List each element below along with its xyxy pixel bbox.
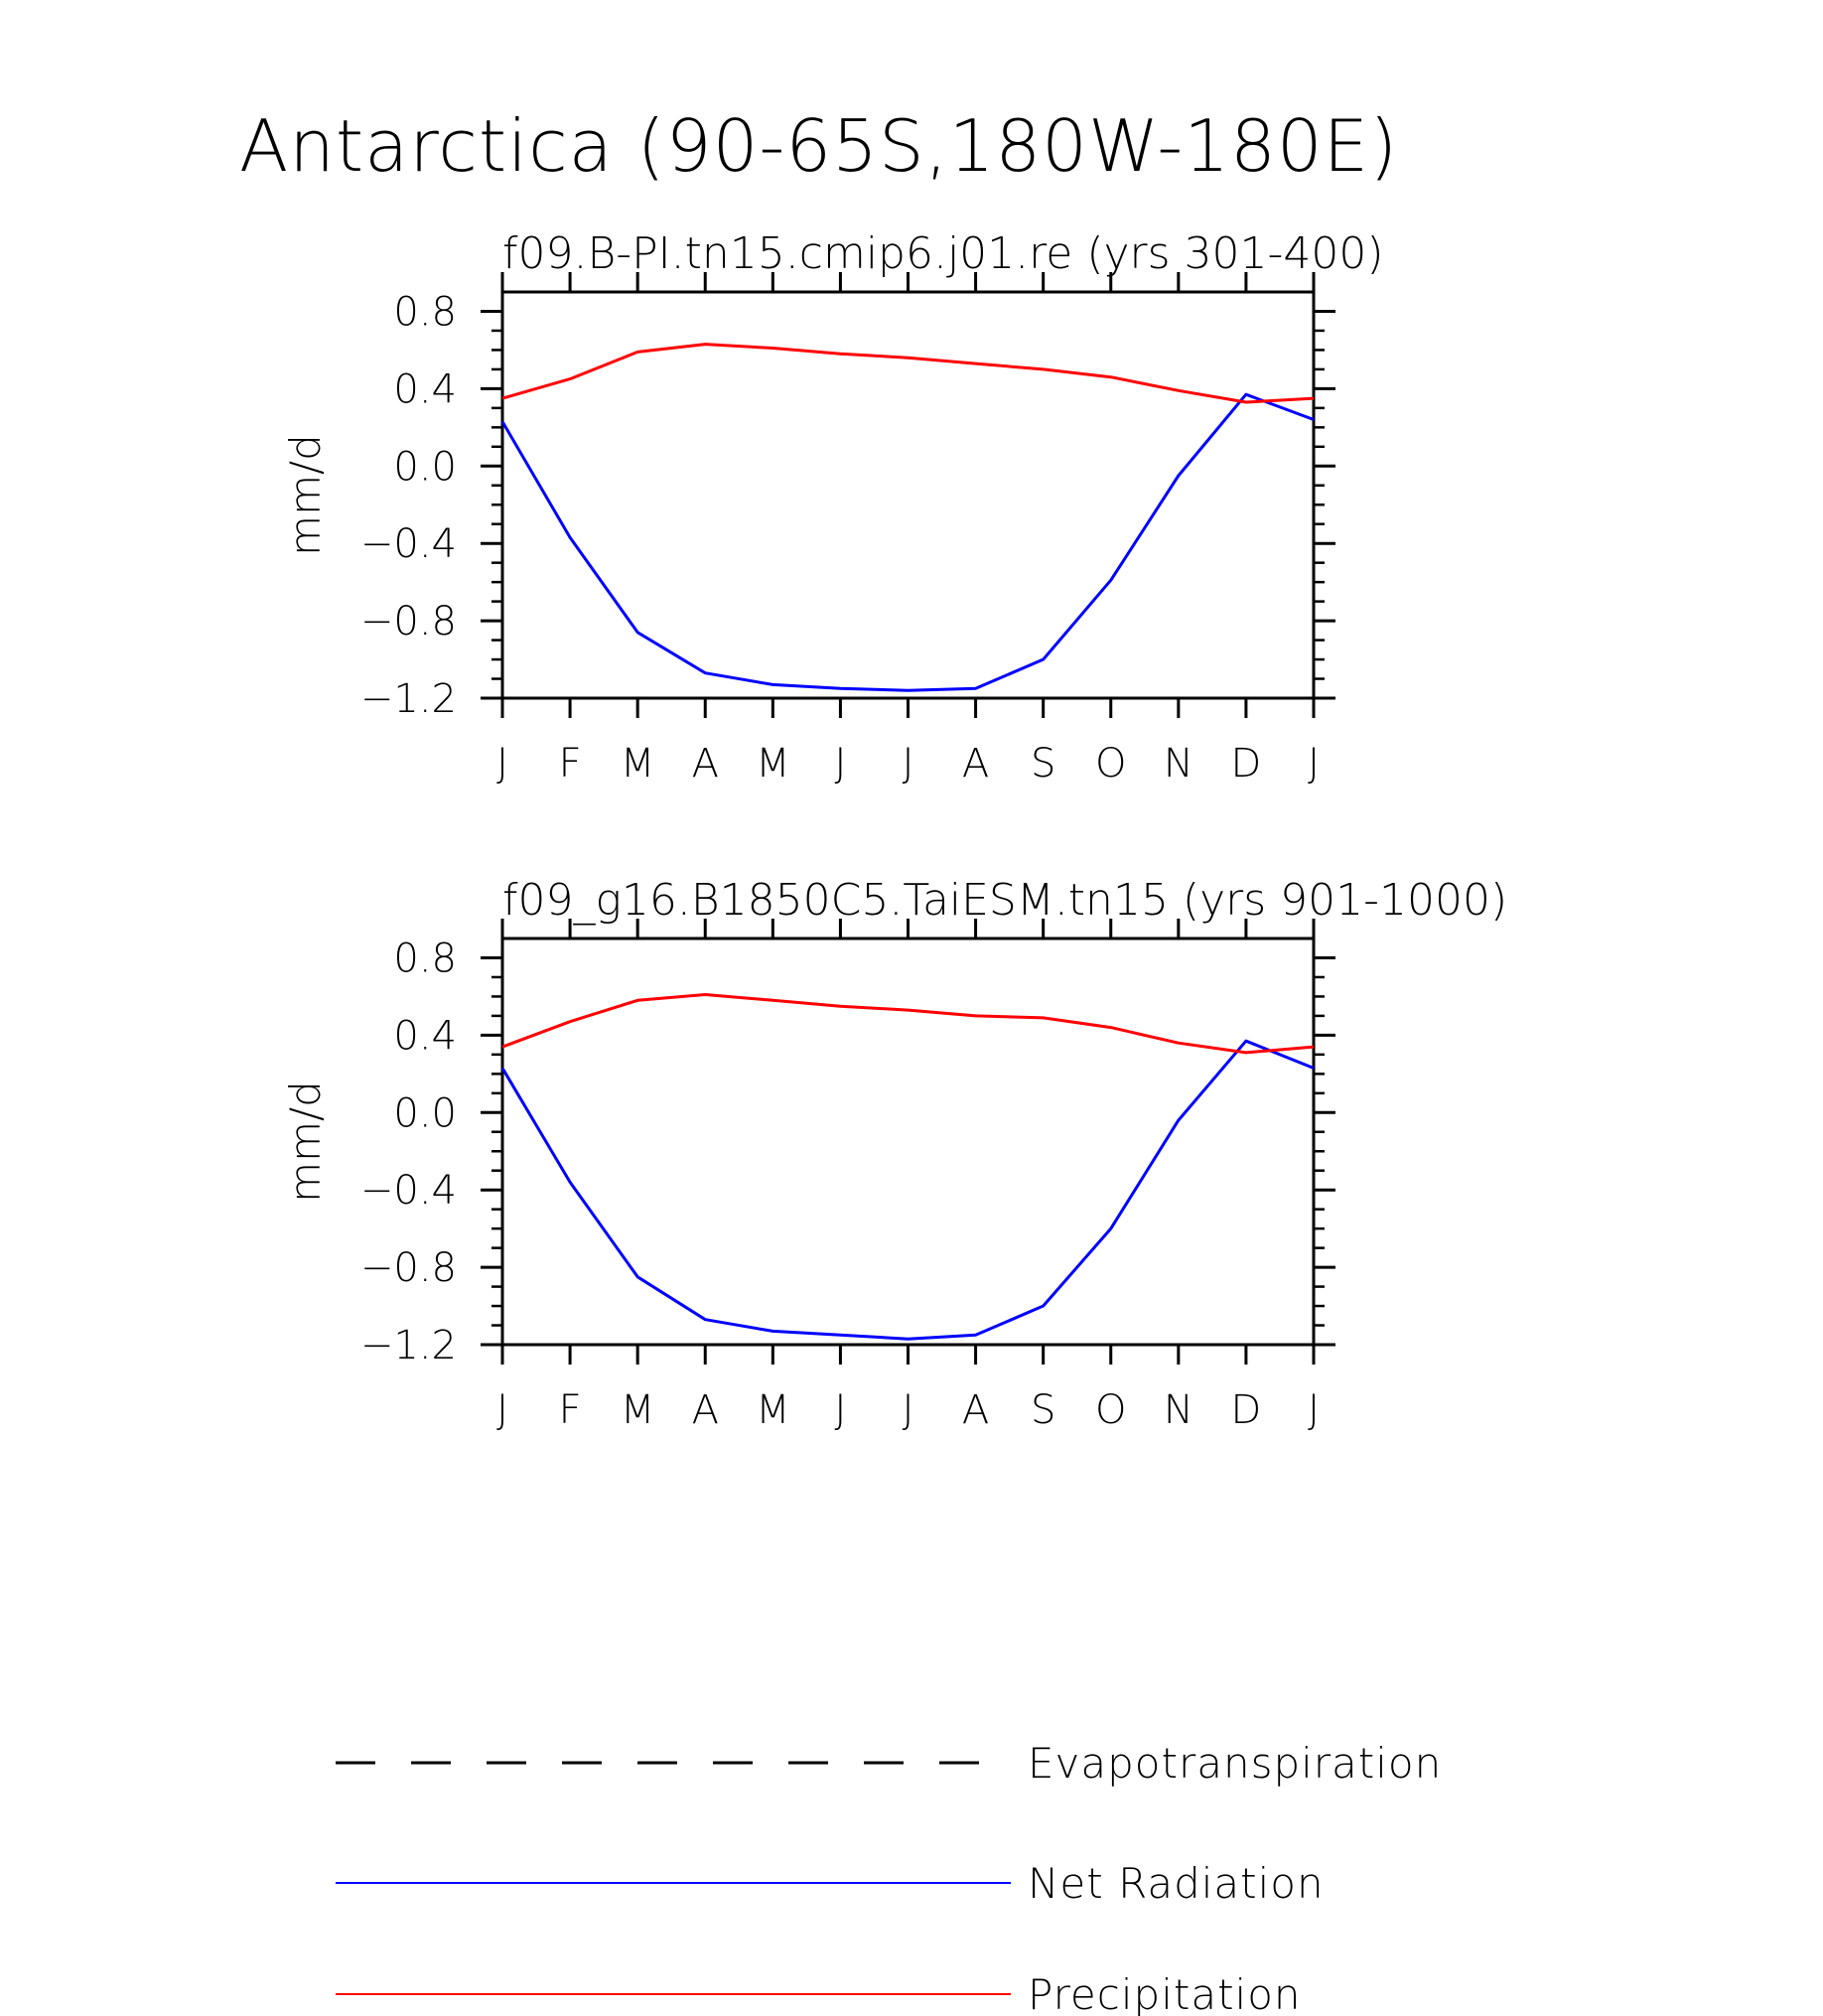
plot-frame <box>500 290 1316 700</box>
figure-title: Antarctica (90-65S,180W-180E) <box>239 104 1398 188</box>
series-line-net-radiation <box>500 392 1315 692</box>
y-tick-label: 0.8 <box>393 289 457 335</box>
panel-title: f09.B-PI.tn15.cmip6.j01.re (yrs 301-400) <box>502 228 1384 279</box>
panel-1: f09.B-PI.tn15.cmip6.j01.re (yrs 301-400)… <box>281 228 1384 787</box>
y-tick-label: 0.0 <box>393 1090 457 1136</box>
x-tick-label: N <box>1164 741 1193 787</box>
y-tick-label: −0.8 <box>360 1245 457 1291</box>
legend-label: Net Radiation <box>1028 1859 1325 1908</box>
series-line-precipitation <box>501 343 1315 404</box>
y-tick-label: 0.8 <box>393 936 457 981</box>
x-tick-label: J <box>903 741 914 787</box>
legend-label: Precipitation <box>1028 1970 1302 2016</box>
legend-label: Evapotranspiration <box>1028 1739 1442 1788</box>
panels: f09.B-PI.tn15.cmip6.j01.re (yrs 301-400)… <box>281 228 1507 1433</box>
y-axis-label: mm/d <box>281 434 330 556</box>
y-tick-label: 0.4 <box>393 1013 457 1059</box>
y-tick-label: −0.4 <box>360 1168 457 1214</box>
y-axis-label: mm/d <box>281 1080 330 1203</box>
x-tick-label: M <box>756 741 790 787</box>
series-line-precipitation <box>501 993 1315 1055</box>
y-tick-label: 0.4 <box>393 366 457 412</box>
x-tick-label: M <box>756 1387 790 1433</box>
x-tick-label: O <box>1095 741 1126 787</box>
plot-frame <box>500 936 1316 1347</box>
y-tick-label: 0.0 <box>393 444 457 490</box>
y-tick-label: −1.2 <box>360 1323 457 1368</box>
x-tick-label: M <box>621 741 655 787</box>
x-tick-label: A <box>692 1387 719 1433</box>
x-tick-label: F <box>559 1387 582 1433</box>
x-tick-label: A <box>962 741 989 787</box>
y-tick-label: −1.2 <box>360 676 457 722</box>
x-tick-label: J <box>496 1387 508 1433</box>
x-tick-label: N <box>1164 1387 1193 1433</box>
x-tick-label: D <box>1231 741 1262 787</box>
x-tick-label: J <box>835 741 847 787</box>
x-tick-label: J <box>496 741 508 787</box>
panel-title: f09_g16.B1850C5.TaiESM.tn15 (yrs 901-100… <box>502 875 1507 926</box>
x-tick-label: O <box>1095 1387 1126 1433</box>
x-tick-label: J <box>1308 1387 1320 1433</box>
x-tick-label: J <box>903 1387 914 1433</box>
x-tick-label: J <box>1308 741 1320 787</box>
x-tick-label: A <box>962 1387 989 1433</box>
x-tick-label: J <box>835 1387 847 1433</box>
legend: Evapotranspiration Net Radiation Precipita… <box>336 1739 1442 2016</box>
panel-2: f09_g16.B1850C5.TaiESM.tn15 (yrs 901-100… <box>281 875 1507 1433</box>
series-line-net-radiation <box>500 1039 1315 1341</box>
x-tick-label: S <box>1031 1387 1055 1433</box>
x-tick-label: M <box>621 1387 655 1433</box>
x-tick-label: D <box>1231 1387 1262 1433</box>
y-tick-label: −0.8 <box>360 599 457 645</box>
x-tick-label: A <box>692 741 719 787</box>
y-tick-label: −0.4 <box>360 521 457 567</box>
x-tick-label: F <box>559 741 582 787</box>
x-tick-label: S <box>1031 741 1055 787</box>
